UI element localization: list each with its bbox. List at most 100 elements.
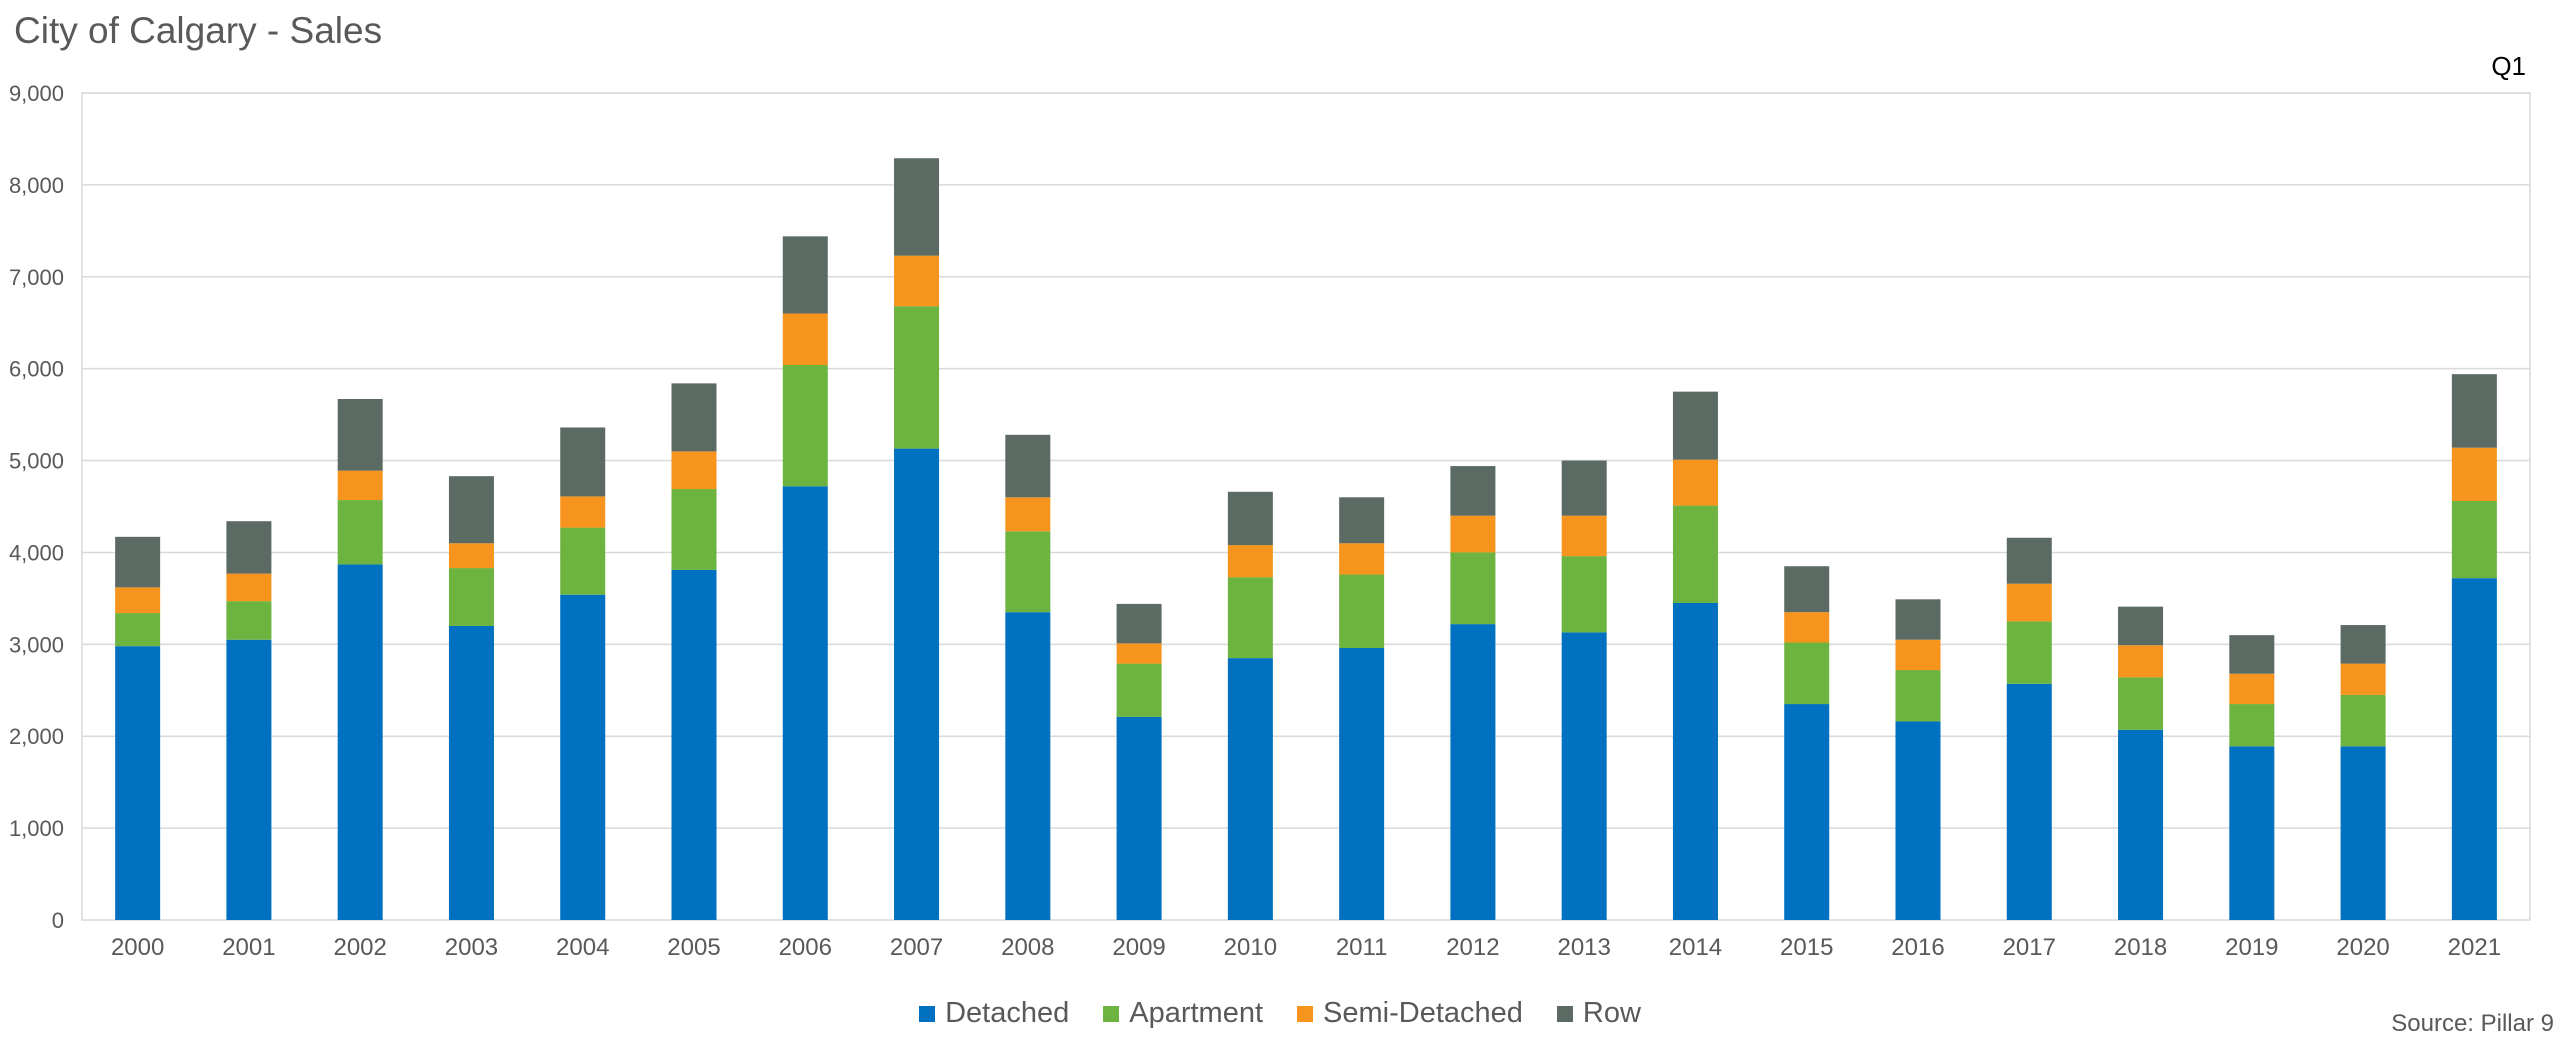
bar-apartment-2015 [1784, 642, 1830, 705]
y-tick-label: 1,000 [9, 816, 64, 841]
bar-apartment-2017 [2006, 621, 2052, 684]
bar-row-2005 [671, 383, 717, 452]
bar-semi-detached-2011 [1339, 543, 1385, 575]
bar-semi-detached-2015 [1784, 612, 1830, 643]
bar-detached-2001 [226, 639, 272, 920]
x-tick-label: 2016 [1891, 934, 1944, 961]
chart-title: City of Calgary - Sales [14, 10, 383, 51]
bar-detached-2021 [2451, 578, 2497, 920]
bar-apartment-2011 [1339, 574, 1385, 649]
bar-semi-detached-2018 [2118, 645, 2164, 678]
bar-semi-detached-2021 [2451, 447, 2497, 501]
legend-swatch [1556, 1005, 1573, 1022]
bar-semi-detached-2009 [1116, 643, 1162, 664]
bar-apartment-2003 [448, 568, 494, 626]
bar-row-2000 [115, 536, 161, 588]
x-tick-label: 2005 [667, 934, 720, 961]
x-tick-label: 2008 [1001, 934, 1054, 961]
bar-detached-2018 [2118, 729, 2164, 920]
bar-apartment-2012 [1450, 552, 1496, 625]
bar-semi-detached-2017 [2006, 583, 2052, 622]
bar-row-2012 [1450, 466, 1496, 516]
bar-apartment-2002 [337, 500, 383, 565]
bar-detached-2013 [1561, 632, 1607, 920]
legend-label: Apartment [1129, 997, 1264, 1029]
bar-row-2017 [2006, 537, 2052, 584]
bar-row-2002 [337, 398, 383, 471]
bar-detached-2016 [1895, 721, 1941, 920]
bar-row-2011 [1339, 497, 1385, 544]
y-tick-label: 3,000 [9, 632, 64, 657]
x-tick-label: 2007 [890, 934, 943, 961]
x-tick-label: 2002 [333, 934, 386, 961]
x-tick-label: 2001 [222, 934, 275, 961]
y-tick-label: 7,000 [9, 265, 64, 290]
bar-semi-detached-2003 [448, 543, 494, 569]
legend-swatch [919, 1005, 936, 1022]
x-tick-label: 2009 [1112, 934, 1165, 961]
bar-row-2013 [1561, 460, 1607, 516]
bar-detached-2020 [2340, 746, 2386, 920]
bar-apartment-2019 [2229, 704, 2275, 747]
x-tick-label: 2011 [1336, 934, 1388, 961]
bar-semi-detached-2013 [1561, 515, 1607, 557]
bar-row-2015 [1784, 566, 1830, 613]
bar-apartment-2001 [226, 601, 272, 640]
bar-row-2004 [560, 427, 606, 497]
y-tick-label: 5,000 [9, 449, 64, 474]
bar-row-2018 [2118, 606, 2164, 646]
x-tick-label: 2004 [556, 934, 609, 961]
bar-apartment-2009 [1116, 663, 1162, 717]
y-tick-label: 2,000 [9, 724, 64, 749]
bar-semi-detached-2001 [226, 573, 272, 602]
bar-apartment-2006 [782, 364, 828, 487]
bar-detached-2007 [894, 448, 940, 920]
bar-row-2009 [1116, 603, 1162, 644]
x-tick-label: 2010 [1224, 934, 1277, 961]
bar-semi-detached-2006 [782, 313, 828, 365]
x-tick-label: 2015 [1780, 934, 1833, 961]
legend: Detached Apartment Semi-Detached Row [0, 997, 2560, 1030]
x-tick-label: 2003 [445, 934, 498, 961]
bar-apartment-2013 [1561, 556, 1607, 633]
y-tick-label: 9,000 [9, 81, 64, 106]
x-tick-label: 2017 [2003, 934, 2056, 961]
bar-detached-2002 [337, 564, 383, 920]
legend-item: Row [1556, 997, 1641, 1030]
x-tick-label: 2012 [1446, 934, 1499, 961]
bar-row-2010 [1227, 491, 1273, 546]
bar-detached-2019 [2229, 746, 2275, 920]
bar-row-2001 [226, 521, 272, 574]
bar-row-2003 [448, 476, 494, 544]
bar-apartment-2020 [2340, 694, 2386, 747]
bar-semi-detached-2002 [337, 470, 383, 501]
bar-row-2020 [2340, 625, 2386, 664]
bar-apartment-2005 [671, 489, 717, 570]
bar-semi-detached-2020 [2340, 663, 2386, 695]
legend-item: Semi-Detached [1297, 997, 1523, 1030]
y-tick-label: 0 [52, 908, 64, 933]
y-tick-label: 8,000 [9, 173, 64, 198]
bar-row-2007 [894, 158, 940, 256]
bar-apartment-2010 [1227, 577, 1273, 659]
legend-swatch [1297, 1005, 1314, 1022]
bar-semi-detached-2007 [894, 255, 940, 307]
legend-label: Detached [945, 997, 1070, 1029]
bar-row-2021 [2451, 374, 2497, 448]
bar-apartment-2014 [1672, 505, 1718, 603]
x-tick-label: 2018 [2114, 934, 2167, 961]
bar-apartment-2008 [1005, 531, 1051, 613]
x-tick-label: 2006 [779, 934, 832, 961]
x-tick-label: 2021 [2448, 934, 2501, 961]
source-note: Source: Pillar 9 [2391, 1010, 2554, 1037]
bar-semi-detached-2004 [560, 496, 606, 528]
bar-row-2006 [782, 236, 828, 314]
bar-detached-2017 [2006, 683, 2052, 920]
bar-detached-2006 [782, 486, 828, 920]
bar-detached-2012 [1450, 624, 1496, 920]
bar-apartment-2004 [560, 527, 606, 595]
bar-semi-detached-2019 [2229, 673, 2275, 705]
x-tick-label: 2014 [1669, 934, 1722, 961]
bar-semi-detached-2000 [115, 587, 161, 614]
